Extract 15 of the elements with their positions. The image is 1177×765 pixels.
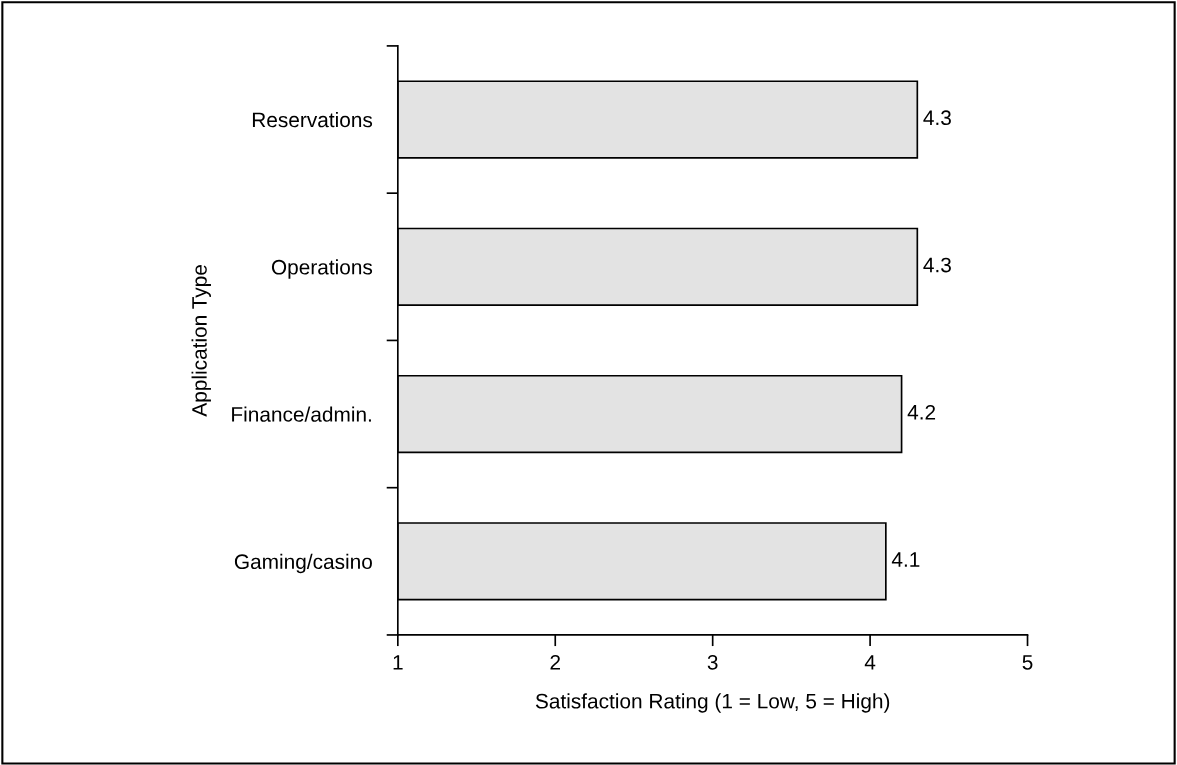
x-tick-label: 5 [1022, 655, 1033, 670]
y-tick-label: Gaming/casino [234, 553, 372, 574]
x-axis-title: Satisfaction Rating (1 = Low, 5 = High) [535, 693, 890, 713]
data-label: 4.2 [907, 404, 936, 420]
y-axis-title: Application Type [191, 265, 211, 417]
data-label: 4.3 [923, 257, 951, 273]
x-tick-label: 4 [864, 655, 876, 670]
data-label: 4.3 [923, 110, 951, 126]
x-tick-label: 3 [707, 654, 718, 670]
y-tick-label: Finance/admin. [232, 406, 371, 422]
y-tick-label: Reservations [252, 111, 373, 128]
x-tick-label: 1 [393, 655, 403, 670]
y-tick-label: Operations [271, 259, 373, 279]
x-tick-label: 2 [550, 654, 560, 670]
data-label: 4.1 [891, 552, 920, 567]
